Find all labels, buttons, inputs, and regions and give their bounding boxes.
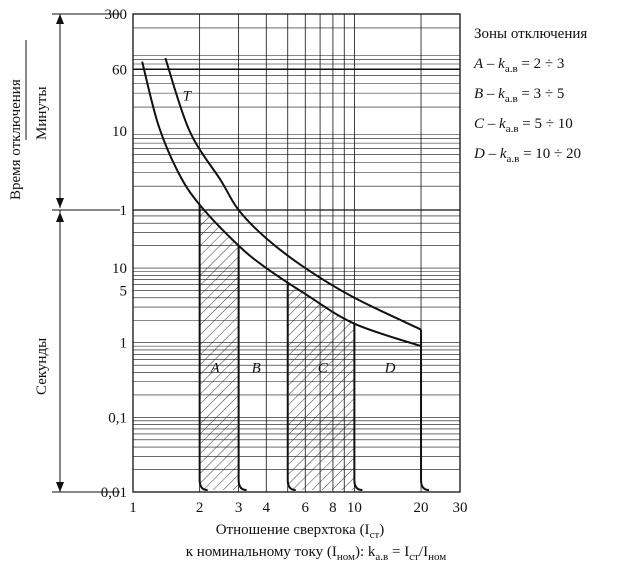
x-label-l1-sub: ст xyxy=(370,529,380,541)
legend-item-d: D – kа.в = 10 ÷ 20 xyxy=(473,146,581,165)
y-tick-label: 0,01 xyxy=(101,485,127,501)
zone-c-hatch xyxy=(287,282,355,490)
zone-label-b: B xyxy=(252,360,261,376)
x-tick-label: 20 xyxy=(414,500,429,516)
y-label-seconds: Секунды xyxy=(34,338,50,395)
x-tick-label: 10 xyxy=(347,500,362,516)
x-label-l2-sub1: ном xyxy=(337,551,355,563)
legend-item-b: B – kа.в = 3 ÷ 5 xyxy=(474,86,564,105)
curve-upper xyxy=(164,57,422,331)
x-label-l2d: /I xyxy=(419,544,428,560)
svg-text:Отношение сверхтока (Iст): Отношение сверхтока (Iст) xyxy=(216,522,385,541)
legend: Зоны отключения A – kа.в = 2 ÷ 3 B – kа.в… xyxy=(473,26,587,165)
y-tick-label: 1 xyxy=(120,203,128,219)
x-tick-label: 2 xyxy=(196,500,204,516)
zone-label-d: D xyxy=(384,360,396,376)
svg-text:к номинальному току (Iном): kа: к номинальному току (Iном): kа.в = Iст/I… xyxy=(186,544,447,563)
x-label-l1: Отношение сверхтока (I xyxy=(216,522,370,538)
curves-layer: T xyxy=(141,57,423,348)
x-label-l2-sub2: а.в xyxy=(375,551,388,563)
legend-item-a: A – kа.в = 2 ÷ 3 xyxy=(473,56,564,75)
x-tick-label: 8 xyxy=(329,500,337,516)
zone-d-right-boundary xyxy=(420,346,430,491)
x-tick-label: 30 xyxy=(453,500,468,516)
x-tick-label: 6 xyxy=(302,500,310,516)
zone-c-boundary xyxy=(286,282,296,491)
y-tick-label: 10 xyxy=(112,261,127,277)
y-tick-label: 300 xyxy=(105,7,128,23)
x-axis-label: Отношение сверхтока (Iст) к номинальному… xyxy=(186,522,447,563)
x-tick-label: 4 xyxy=(263,500,271,516)
curve-lower xyxy=(141,61,422,348)
y-band-annotations: Время отключения Минуты Секунды xyxy=(8,13,120,493)
zone-b-boundary xyxy=(237,245,247,491)
x-tick-label: 3 xyxy=(235,500,243,516)
zone-d-boundary xyxy=(353,323,363,491)
x-tick-label: 1 xyxy=(129,500,137,516)
y-tick-label: 5 xyxy=(120,284,128,300)
x-label-l1-end: ) xyxy=(379,522,384,538)
zones-layer xyxy=(198,204,430,491)
legend-title: Зоны отключения xyxy=(474,26,587,42)
zone-label-c: C xyxy=(318,360,329,376)
y-tick-label: 1 xyxy=(120,336,128,352)
y-tick-label: 0,1 xyxy=(108,410,127,426)
x-label-l2-sub3: ст xyxy=(409,551,419,563)
y-label-minutes: Минуты xyxy=(34,86,50,140)
zone-label-a: A xyxy=(210,360,221,376)
x-label-l2c: = I xyxy=(388,544,409,560)
x-label-l2-sub4: ном xyxy=(428,551,446,563)
x-label-l2b: ): k xyxy=(355,544,376,560)
plot-frame xyxy=(132,13,461,493)
y-label-outer: Время отключения xyxy=(8,79,24,200)
zone-a-hatch xyxy=(199,204,239,491)
curve-label-t: T xyxy=(183,89,193,105)
y-tick-label: 60 xyxy=(112,62,127,78)
x-label-l2a: к номинальному току (I xyxy=(186,544,337,560)
legend-item-c: C – kа.в = 5 ÷ 10 xyxy=(474,116,573,135)
y-tick-label: 10 xyxy=(112,124,127,140)
zone-a-boundary xyxy=(198,204,208,491)
